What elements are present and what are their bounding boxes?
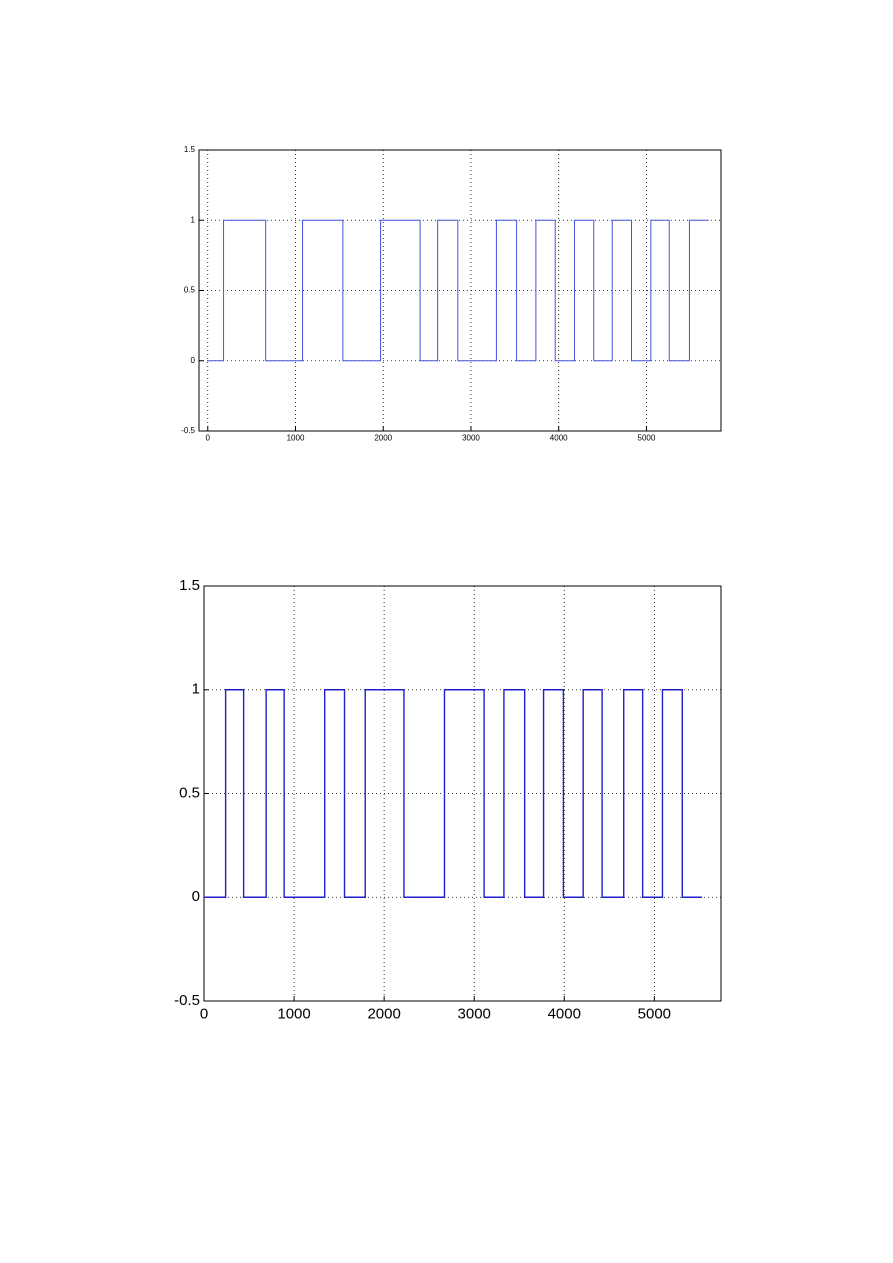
y-tick-label: 0 bbox=[191, 356, 196, 365]
x-tick-label: 5000 bbox=[638, 1005, 671, 1022]
y-tick-label: -0.5 bbox=[174, 992, 200, 1009]
x-tick-label: 4000 bbox=[550, 433, 568, 442]
y-tick-label: 0 bbox=[192, 888, 200, 905]
x-tick-label: 0 bbox=[206, 433, 211, 442]
x-tick-label: 3000 bbox=[458, 1005, 491, 1022]
y-tick-label: 1 bbox=[192, 681, 200, 698]
signal-line bbox=[204, 689, 703, 898]
y-tick-label: 0.5 bbox=[179, 784, 200, 801]
x-tick-label: 1000 bbox=[287, 433, 305, 442]
signal-line bbox=[207, 219, 709, 362]
y-tick-label: 1 bbox=[191, 215, 196, 224]
y-tick-label: 1.5 bbox=[179, 577, 200, 594]
x-tick-label: 5000 bbox=[638, 433, 656, 442]
plot-area bbox=[203, 585, 722, 1002]
x-tick-label: 2000 bbox=[374, 433, 392, 442]
x-tick-label: 4000 bbox=[548, 1005, 581, 1022]
y-tick-label: -0.5 bbox=[181, 426, 195, 435]
y-tick-label: 0.5 bbox=[184, 286, 196, 295]
x-tick-label: 2000 bbox=[367, 1005, 400, 1022]
x-tick-label: 0 bbox=[200, 1005, 208, 1022]
y-tick-label: 1.5 bbox=[184, 145, 196, 154]
x-tick-label: 1000 bbox=[277, 1005, 310, 1022]
x-tick-label: 3000 bbox=[462, 433, 480, 442]
